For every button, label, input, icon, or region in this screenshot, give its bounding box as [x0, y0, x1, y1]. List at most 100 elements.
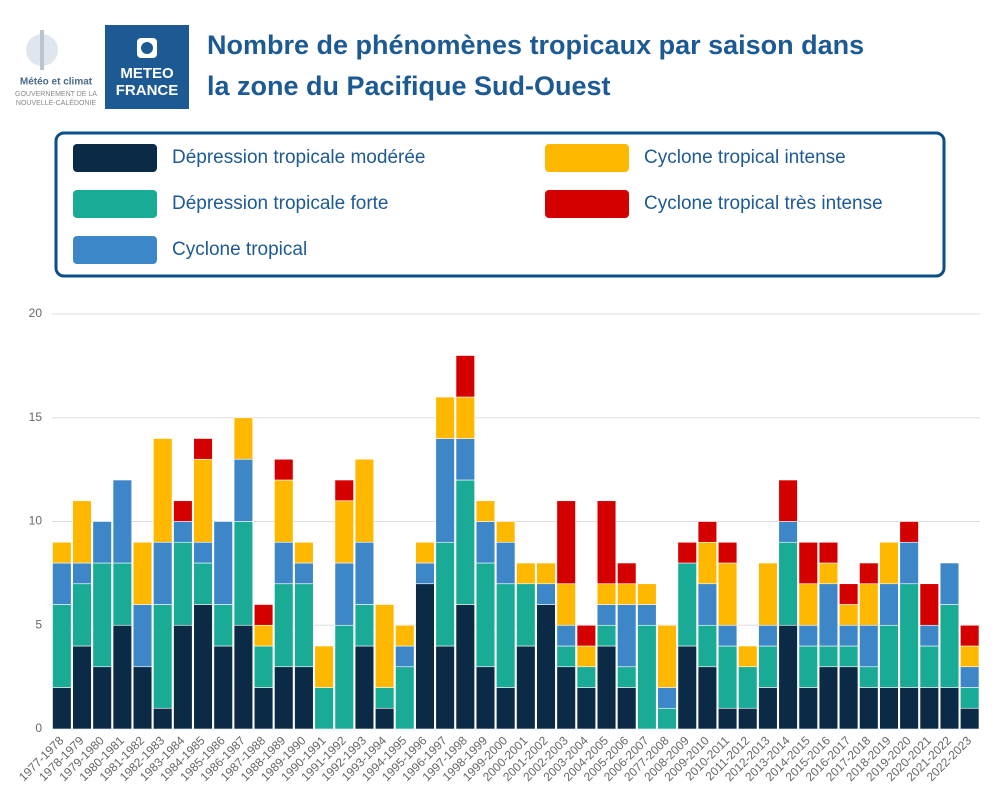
bar-segment — [617, 562, 637, 585]
bar-segment — [395, 666, 415, 730]
bar-segment — [617, 583, 637, 605]
bar-segment — [475, 521, 496, 564]
bar-segment — [475, 562, 496, 668]
bar-segment — [294, 583, 314, 668]
bar-segment — [960, 624, 980, 647]
logo-text: GOUVERNEMENT DE LA — [15, 91, 97, 98]
legend-label: Cyclone tropical très intense — [644, 193, 883, 214]
bar-segment — [798, 687, 818, 730]
bar-segment — [354, 645, 375, 730]
bar-segment — [274, 666, 294, 730]
bar-segment — [72, 500, 92, 564]
bar-segment — [556, 645, 576, 668]
bar-segment — [496, 541, 516, 585]
bar-segment — [919, 687, 939, 730]
bar-segment — [496, 521, 516, 543]
bar-segment — [798, 541, 818, 585]
bar-segment — [838, 645, 859, 668]
bar-segment — [838, 583, 859, 605]
bar-segment — [798, 645, 818, 688]
bar-segment — [213, 521, 233, 605]
bar-segment — [677, 645, 697, 730]
bar-segment — [193, 604, 213, 730]
bar-segment — [879, 541, 899, 585]
y-tick-label: 5 — [35, 617, 42, 631]
bar-segment — [596, 624, 617, 647]
y-tick-label: 15 — [29, 410, 43, 424]
bar-segment — [899, 583, 919, 688]
bar-segment — [496, 583, 516, 688]
bar-segment — [717, 541, 738, 564]
bar-segment — [738, 645, 758, 668]
bar-segment — [314, 645, 334, 688]
bar-segment — [939, 687, 960, 730]
bar-segment — [72, 562, 92, 585]
bar-segment — [253, 645, 274, 688]
bar-segment — [657, 687, 677, 709]
bar-segment — [415, 562, 435, 585]
bar-segment — [758, 624, 778, 647]
bar-segment — [233, 417, 254, 460]
bar-segment — [758, 687, 778, 730]
bar-segment — [213, 604, 233, 647]
bar-segment — [516, 645, 536, 730]
logo-text: FRANCE — [116, 82, 179, 99]
bar-segment — [274, 479, 294, 543]
bar-segment — [818, 645, 839, 668]
bar-segment — [52, 687, 72, 730]
bar-segment — [72, 645, 92, 730]
bar-segment — [697, 541, 718, 585]
bar-segment — [960, 687, 980, 709]
bar-segment — [374, 604, 395, 688]
bar-segment — [193, 562, 213, 605]
bar-segment — [859, 624, 879, 668]
bar-segment — [798, 624, 818, 647]
bar-segment — [617, 666, 637, 688]
bar-segment — [637, 583, 657, 605]
bar-segment — [556, 500, 576, 585]
bar-segment — [92, 521, 112, 564]
logo-left: Météo et climat GOUVERNEMENT DE LA NOUVE… — [15, 30, 97, 107]
bar-segment — [455, 604, 475, 730]
bar-segment — [435, 438, 455, 543]
bar-segment — [253, 624, 274, 647]
bar-segment — [496, 687, 516, 730]
bar-segment — [516, 583, 536, 647]
bar-segment — [919, 645, 939, 688]
bar-segment — [939, 562, 960, 605]
bar-segment — [334, 500, 354, 564]
bar-segment — [596, 645, 617, 730]
bar-segment — [879, 687, 899, 730]
logo-text: METEO — [120, 65, 174, 82]
bar-segment — [253, 604, 274, 626]
bar-segment — [919, 583, 939, 626]
bar-segment — [778, 624, 798, 730]
bar-segment — [657, 707, 677, 730]
bar-segment — [52, 562, 72, 605]
bar-segment — [374, 707, 395, 730]
bar-segment — [435, 645, 455, 730]
bar-segment — [354, 541, 375, 605]
bar-segment — [173, 541, 193, 626]
bar-segment — [859, 583, 879, 626]
bar-segment — [960, 645, 980, 668]
bar-segment — [818, 583, 839, 647]
bar-segment — [475, 500, 496, 522]
bar-segment — [415, 583, 435, 730]
bar-segment — [72, 583, 92, 647]
bar-segment — [193, 541, 213, 564]
bar-segment — [758, 645, 778, 688]
bar-segment — [637, 624, 657, 730]
bar-segment — [879, 583, 899, 626]
bar-segment — [697, 583, 718, 626]
bar-segment — [596, 583, 617, 605]
bar-segment — [637, 604, 657, 626]
bar-segment — [536, 562, 556, 585]
bar-segment — [717, 624, 738, 647]
bar-segment — [697, 666, 718, 730]
bar-segment — [677, 541, 697, 564]
bar-segment — [274, 541, 294, 585]
bar-segment — [415, 541, 435, 564]
bar-segment — [233, 521, 254, 626]
bar-segment — [132, 604, 153, 668]
